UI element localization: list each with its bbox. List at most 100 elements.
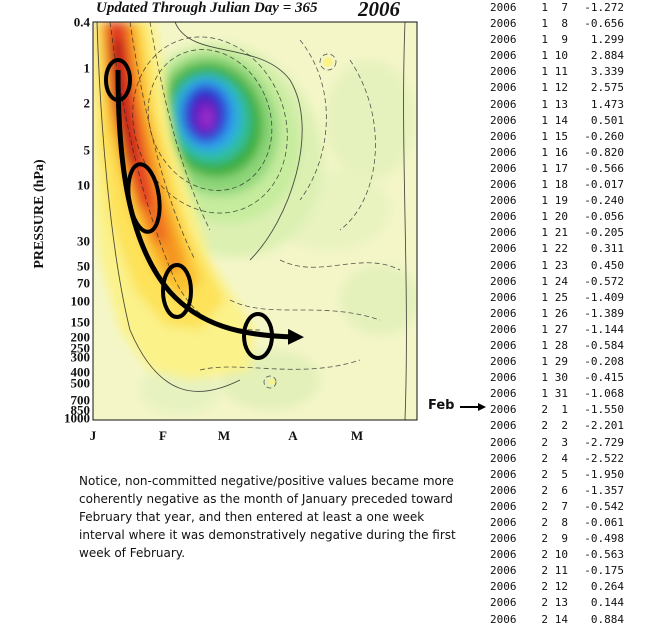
year-cell: 2006 bbox=[490, 387, 517, 401]
month-cell: 2 bbox=[541, 435, 548, 449]
table-row: 2006 1 20 -0.056 bbox=[490, 209, 624, 225]
month-cell: 2 bbox=[541, 596, 548, 610]
year-cell: 2006 bbox=[490, 338, 517, 352]
chart-title: Updated Through Julian Day = 365 bbox=[96, 0, 318, 16]
table-row: 2006 2 5 -1.950 bbox=[490, 467, 624, 483]
value-cell: -1.272 bbox=[584, 1, 624, 14]
table-row: 2006 2 14 0.884 bbox=[490, 612, 624, 628]
value-cell: -0.061 bbox=[584, 516, 624, 529]
table-row: 2006 1 30 -0.415 bbox=[490, 370, 624, 386]
y-tick-label: 50 bbox=[77, 258, 90, 274]
value-cell: -1.357 bbox=[584, 483, 624, 497]
y-tick-label: 250 bbox=[70, 340, 91, 356]
table-row: 2006 1 19 -0.240 bbox=[490, 193, 624, 209]
day-cell: 5 bbox=[561, 467, 568, 481]
table-row: 2006 1 8 -0.656 bbox=[490, 16, 624, 32]
y-tick-label: 10 bbox=[77, 177, 90, 193]
table-row: 2006 1 11 3.339 bbox=[490, 64, 624, 80]
month-cell: 1 bbox=[541, 113, 548, 127]
year-cell: 2006 bbox=[490, 532, 517, 546]
day-cell: 27 bbox=[554, 322, 568, 336]
value-cell: 0.450 bbox=[590, 258, 624, 272]
value-cell: -0.260 bbox=[584, 129, 624, 143]
table-row: 2006 1 18 -0.017 bbox=[490, 177, 624, 193]
month-cell: 2 bbox=[541, 499, 548, 513]
month-cell: 1 bbox=[541, 338, 548, 352]
year-cell: 2006 bbox=[490, 1, 517, 14]
table-row: 2006 1 12 2.575 bbox=[490, 80, 624, 96]
day-cell: 18 bbox=[554, 178, 568, 192]
month-cell: 1 bbox=[541, 355, 548, 369]
day-cell: 8 bbox=[561, 17, 568, 31]
month-cell: 1 bbox=[541, 387, 548, 401]
table-row: 2006 1 27 -1.144 bbox=[490, 322, 624, 338]
month-cell: 1 bbox=[541, 17, 548, 31]
propagation-arrow bbox=[115, 69, 304, 345]
year-cell: 2006 bbox=[490, 49, 517, 63]
month-cell: 1 bbox=[541, 65, 548, 79]
month-cell: 1 bbox=[541, 129, 548, 143]
table-row: 2006 1 9 1.299 bbox=[490, 32, 624, 48]
day-cell: 14 bbox=[554, 612, 568, 626]
table-row: 2006 2 8 -0.061 bbox=[490, 515, 624, 531]
year-cell: 2006 bbox=[490, 371, 517, 385]
day-cell: 26 bbox=[554, 306, 568, 320]
day-cell: 1 bbox=[561, 403, 568, 417]
y-tick-label: 300 bbox=[70, 349, 91, 365]
year-cell: 2006 bbox=[490, 435, 517, 449]
month-cell: 1 bbox=[541, 290, 548, 304]
table-row: 2006 2 13 0.144 bbox=[490, 595, 624, 611]
day-cell: 11 bbox=[554, 65, 568, 79]
day-cell: 2 bbox=[561, 419, 568, 433]
month-cell: 1 bbox=[541, 145, 548, 159]
month-cell: 2 bbox=[541, 548, 548, 562]
table-row: 2006 1 16 -0.820 bbox=[490, 145, 624, 161]
y-tick-label: 30 bbox=[77, 233, 90, 249]
day-cell: 21 bbox=[554, 226, 568, 240]
day-cell: 28 bbox=[554, 338, 568, 352]
day-cell: 24 bbox=[554, 274, 568, 288]
month-cell: 1 bbox=[541, 226, 548, 240]
year-cell: 2006 bbox=[490, 419, 517, 433]
year-cell: 2006 bbox=[490, 226, 517, 240]
notice-annotation: Notice, non-committed negative/positive … bbox=[79, 474, 456, 560]
day-cell: 7 bbox=[561, 1, 568, 14]
day-cell: 12 bbox=[554, 81, 568, 95]
table-row: 2006 1 28 -0.584 bbox=[490, 338, 624, 354]
month-cell: 1 bbox=[541, 161, 548, 175]
value-cell: -0.415 bbox=[584, 371, 624, 385]
table-row: 2006 1 13 1.473 bbox=[490, 97, 624, 113]
year-cell: 2006 bbox=[490, 612, 517, 626]
day-cell: 4 bbox=[561, 451, 568, 465]
year-cell: 2006 bbox=[490, 580, 517, 594]
year-cell: 2006 bbox=[490, 97, 517, 111]
value-cell: 0.264 bbox=[590, 580, 624, 594]
value-cell: -0.584 bbox=[584, 338, 624, 352]
day-cell: 10 bbox=[554, 49, 568, 63]
year-cell: 2006 bbox=[490, 145, 517, 159]
value-cell: 0.884 bbox=[590, 612, 624, 626]
year-cell: 2006 bbox=[490, 65, 517, 79]
table-row: 2006 2 6 -1.357 bbox=[490, 483, 624, 499]
table-row: 2006 2 12 0.264 bbox=[490, 579, 624, 595]
year-cell: 2006 bbox=[490, 596, 517, 610]
day-cell: 23 bbox=[554, 258, 568, 272]
highlight-circle-3 bbox=[161, 263, 193, 319]
y-tick-label: 70 bbox=[77, 275, 90, 291]
day-cell: 17 bbox=[554, 161, 568, 175]
table-row: 2006 1 21 -0.205 bbox=[490, 225, 624, 241]
month-cell: 2 bbox=[541, 532, 548, 546]
day-cell: 31 bbox=[554, 387, 568, 401]
month-cell: 1 bbox=[541, 274, 548, 288]
day-cell: 9 bbox=[561, 532, 568, 546]
feb-marker-label: Feb bbox=[428, 398, 455, 413]
value-cell: -0.056 bbox=[584, 210, 624, 224]
table-row: 2006 2 2 -2.201 bbox=[490, 418, 624, 434]
table-row: 2006 1 23 0.450 bbox=[490, 258, 624, 274]
x-tick-label: M bbox=[350, 428, 364, 443]
month-cell: 1 bbox=[541, 97, 548, 111]
y-tick-label: 0.4 bbox=[73, 14, 90, 30]
value-cell: -0.542 bbox=[584, 499, 624, 513]
month-cell: 1 bbox=[541, 306, 548, 320]
table-row: 2006 1 31 -1.068 bbox=[490, 386, 624, 402]
